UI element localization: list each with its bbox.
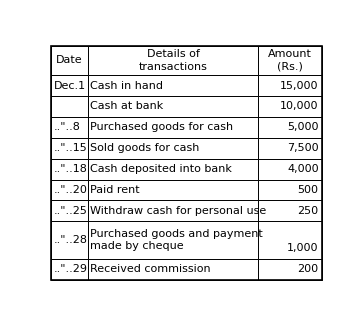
Text: 200: 200 — [297, 264, 318, 275]
Bar — [88, 117, 258, 138]
Bar — [51, 221, 88, 259]
Bar — [51, 159, 88, 180]
Bar — [258, 138, 322, 159]
Bar — [88, 75, 258, 96]
Text: Withdraw cash for personal use: Withdraw cash for personal use — [90, 206, 266, 216]
Bar — [51, 117, 88, 138]
Bar — [258, 96, 322, 117]
Bar — [88, 46, 258, 75]
Text: Cash in hand: Cash in hand — [90, 81, 163, 91]
Text: .."..28: .."..28 — [54, 235, 87, 245]
Bar — [51, 200, 88, 221]
Text: 7,500: 7,500 — [287, 143, 318, 153]
Text: Sold goods for cash: Sold goods for cash — [90, 143, 199, 153]
Bar — [258, 159, 322, 180]
Bar — [258, 75, 322, 96]
Bar — [88, 138, 258, 159]
Text: 4,000: 4,000 — [287, 164, 318, 174]
Text: Paid rent: Paid rent — [90, 185, 139, 195]
Bar — [258, 180, 322, 200]
Text: .."..15: .."..15 — [54, 143, 87, 153]
Text: .."..18: .."..18 — [54, 164, 87, 174]
Bar — [258, 117, 322, 138]
Bar — [88, 180, 258, 200]
Bar — [258, 259, 322, 280]
Bar — [51, 46, 88, 75]
Text: Cash deposited into bank: Cash deposited into bank — [90, 164, 232, 174]
Text: .."..25: .."..25 — [54, 206, 87, 216]
Bar — [88, 221, 258, 259]
Bar — [88, 159, 258, 180]
Bar — [51, 259, 88, 280]
Text: .."..29: .."..29 — [54, 264, 87, 275]
Bar — [51, 75, 88, 96]
Text: 10,000: 10,000 — [280, 101, 318, 111]
Text: 5,000: 5,000 — [287, 122, 318, 132]
Text: .."..20: .."..20 — [54, 185, 87, 195]
Bar — [258, 200, 322, 221]
Bar — [258, 221, 322, 259]
Text: 1,000: 1,000 — [287, 244, 318, 253]
Bar — [88, 259, 258, 280]
Bar — [258, 46, 322, 75]
Text: 15,000: 15,000 — [280, 81, 318, 91]
Bar — [88, 200, 258, 221]
Bar — [51, 96, 88, 117]
Text: .."..8: .."..8 — [54, 122, 80, 132]
Bar — [51, 138, 88, 159]
Text: Details of
transactions: Details of transactions — [139, 49, 207, 72]
Text: Amount
(Rs.): Amount (Rs.) — [268, 49, 312, 72]
Text: Purchased goods and payment
made by cheque: Purchased goods and payment made by cheq… — [90, 229, 263, 251]
Text: Dec.1: Dec.1 — [54, 81, 86, 91]
Text: Received commission: Received commission — [90, 264, 211, 275]
Text: 500: 500 — [298, 185, 318, 195]
Bar — [88, 96, 258, 117]
Text: Cash at bank: Cash at bank — [90, 101, 163, 111]
Text: 250: 250 — [297, 206, 318, 216]
Text: Purchased goods for cash: Purchased goods for cash — [90, 122, 233, 132]
Text: Date: Date — [56, 55, 83, 65]
Bar — [51, 180, 88, 200]
